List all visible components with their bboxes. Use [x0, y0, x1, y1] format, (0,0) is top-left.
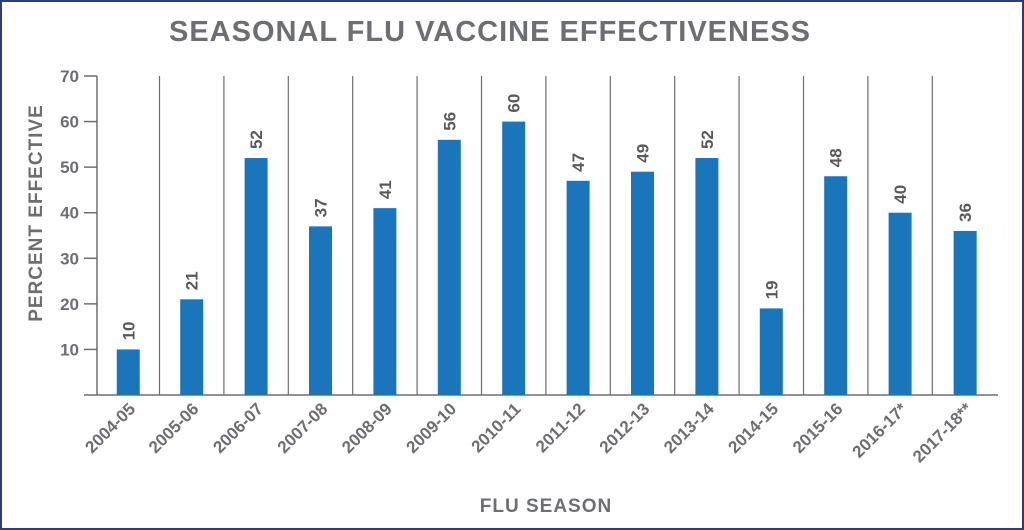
- bar-value-label: 19: [762, 280, 781, 299]
- y-tick-label: 50: [60, 158, 79, 177]
- bar-value-label: 36: [956, 203, 975, 222]
- bar-value-label: 41: [376, 180, 395, 199]
- bar-value-label: 52: [698, 130, 717, 149]
- bar: [116, 349, 140, 395]
- axes: 10 20 30 40 50 60 70: [60, 67, 998, 396]
- bar-value-label: 60: [505, 94, 524, 113]
- x-tick-label: 2010-11: [468, 399, 525, 456]
- bar: [759, 308, 783, 395]
- y-tick-label: 20: [60, 295, 79, 314]
- x-tick-label: 2013-14: [660, 399, 718, 457]
- x-tick-label: 2009-10: [403, 399, 461, 457]
- bar-value-label: 48: [827, 148, 846, 167]
- x-tick-label: 2005-06: [145, 399, 203, 457]
- bar-value-label: 10: [119, 322, 138, 341]
- x-tick-label: 2016-17*: [849, 399, 912, 462]
- x-tick-label: 2006-07: [209, 399, 267, 457]
- bars: [116, 121, 977, 396]
- bar: [695, 158, 719, 395]
- x-tick-label: 2015-16: [789, 399, 847, 457]
- bar-value-label: 49: [634, 144, 653, 163]
- bar: [373, 208, 397, 395]
- bar-value-label: 52: [247, 130, 266, 149]
- bar-value-label: 56: [440, 112, 459, 131]
- y-tick-label: 10: [60, 340, 79, 359]
- y-tick-label: 70: [60, 67, 79, 86]
- y-tick-label: 30: [60, 249, 79, 268]
- y-tick-label: 40: [60, 204, 79, 223]
- bar: [631, 171, 654, 395]
- x-tick-label: 2007-08: [274, 399, 332, 457]
- bar: [244, 158, 268, 395]
- grid-lines: [158, 76, 933, 395]
- bar-value-label: 40: [891, 185, 910, 204]
- bar: [180, 299, 204, 395]
- bar: [437, 139, 461, 395]
- bar: [824, 176, 848, 395]
- bar-value-label: 37: [312, 198, 331, 217]
- chart-title: SEASONAL FLU VACCINE EFFECTIVENESS: [169, 16, 811, 48]
- bar: [888, 212, 912, 395]
- bar: [953, 230, 977, 395]
- x-tick-label: 2012-13: [596, 399, 654, 457]
- y-axis-label: PERCENT EFFECTIVE: [26, 104, 47, 322]
- x-tick-label: 2011-12: [532, 399, 589, 456]
- y-tick-label: 60: [60, 113, 79, 132]
- bar: [502, 121, 526, 396]
- x-tick-label: 2014-15: [725, 399, 783, 457]
- x-axis-label: FLU SEASON: [480, 496, 612, 517]
- bar: [566, 180, 590, 395]
- x-tick-label: 2004-05: [82, 399, 140, 457]
- x-tick-label: 2017-18**: [909, 399, 976, 466]
- x-tick-label: 2008-09: [338, 399, 396, 457]
- bar-value-label: 21: [183, 271, 202, 290]
- bar: [309, 226, 332, 395]
- bar-value-label: 47: [569, 153, 588, 172]
